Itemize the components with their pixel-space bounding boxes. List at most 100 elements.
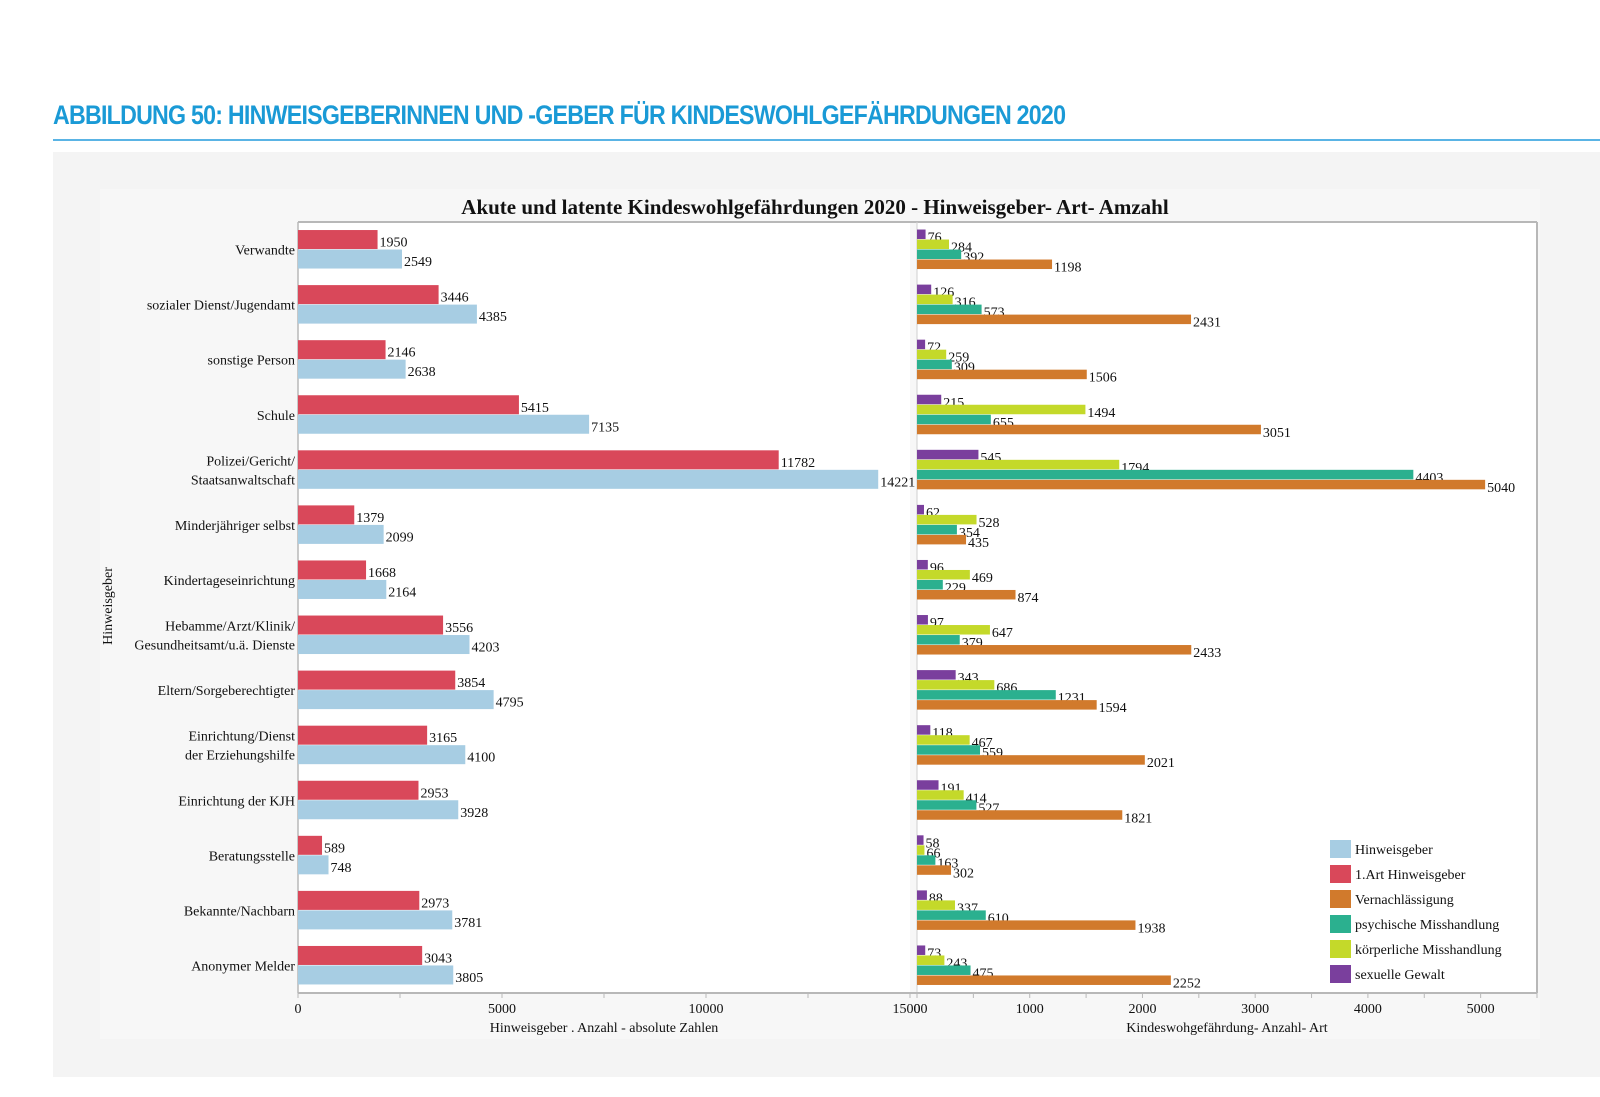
- category-label: Schule: [257, 409, 295, 424]
- bar: [917, 569, 970, 580]
- data-label: 3043: [424, 951, 452, 966]
- bar: [298, 340, 386, 360]
- bar: [298, 615, 444, 635]
- bar: [298, 965, 454, 985]
- category-label: sozialer Dienst/Jugendamt: [147, 299, 295, 314]
- bar: [917, 855, 936, 865]
- data-label: 5415: [521, 401, 549, 416]
- bar: [917, 414, 991, 425]
- data-label: 4385: [479, 310, 507, 325]
- bar: [298, 835, 323, 855]
- data-label: 4203: [471, 641, 499, 656]
- x-tick-label: 1000: [1016, 1002, 1044, 1017]
- bar: [917, 524, 957, 535]
- bar: [298, 690, 494, 710]
- data-label: 259: [948, 351, 969, 366]
- bar: [917, 504, 924, 515]
- data-label: 3165: [429, 731, 457, 746]
- legend-swatch: [1330, 865, 1351, 883]
- data-label: 1379: [356, 511, 384, 526]
- bar: [917, 294, 953, 305]
- bar: [917, 865, 952, 875]
- bar: [298, 560, 367, 580]
- x-tick-label: 3000: [1241, 1002, 1269, 1017]
- bar: [917, 589, 1016, 600]
- bar: [298, 910, 453, 930]
- data-label: 11782: [781, 456, 815, 471]
- bar: [917, 339, 926, 350]
- data-label: 1821: [1124, 811, 1152, 826]
- bar: [298, 285, 439, 305]
- chart-title: Akute und latente Kindeswohlgefährdungen…: [461, 195, 1169, 219]
- bar: [298, 505, 355, 525]
- legend-swatch: [1330, 940, 1351, 958]
- heading-rule: [53, 139, 1600, 141]
- y-axis-label: Hinweisgeber: [101, 567, 116, 645]
- bar: [917, 349, 947, 360]
- data-label: 1668: [368, 566, 396, 581]
- bar: [298, 725, 428, 745]
- x-tick-label: 10000: [689, 1002, 724, 1017]
- bar: [917, 239, 950, 250]
- legend-swatch: [1330, 890, 1351, 908]
- data-label: 1938: [1137, 921, 1165, 936]
- category-label: Kindertageseinrichtung: [164, 574, 295, 589]
- bar: [917, 459, 1120, 470]
- bar: [298, 780, 419, 800]
- bar: [917, 559, 928, 570]
- bar: [298, 579, 387, 599]
- category-label: Eltern/Sorgeberechtigter: [158, 684, 296, 699]
- bar: [917, 745, 981, 755]
- data-label: 2431: [1193, 316, 1221, 331]
- data-label: 2973: [421, 896, 449, 911]
- bar: [917, 404, 1086, 415]
- category-label: Hebamme/Arzt/Klinik/Gesundheitsamt/u.ä. …: [134, 620, 295, 654]
- x-axis-label: Kindeswohgefährdung- Anzahl- Art: [1126, 1021, 1328, 1036]
- data-label: 3556: [445, 621, 473, 636]
- x-axis-label: Hinweisgeber . Anzahl - absolute Zahlen: [490, 1021, 719, 1036]
- data-label: 589: [324, 841, 345, 856]
- bar: [298, 304, 477, 324]
- data-label: 1506: [1089, 371, 1117, 386]
- category-label: Beratungsstelle: [209, 849, 295, 864]
- data-label: 4100: [467, 751, 495, 766]
- bar: [917, 304, 982, 315]
- data-label: 874: [1018, 591, 1039, 606]
- data-label: 7135: [591, 420, 619, 435]
- bar: [917, 965, 971, 975]
- bar: [917, 625, 990, 635]
- data-label: 3051: [1263, 426, 1291, 441]
- category-label: Verwandte: [235, 244, 295, 259]
- data-label: 2099: [386, 530, 414, 545]
- bar: [917, 284, 932, 295]
- legend-swatch: [1330, 840, 1351, 858]
- data-label: 2953: [420, 786, 448, 801]
- data-label: 2146: [388, 346, 416, 361]
- bar: [917, 229, 926, 240]
- category-label: Minderjähriger selbst: [175, 519, 295, 534]
- data-label: 2433: [1193, 646, 1221, 661]
- bar: [917, 725, 931, 735]
- bar: [917, 790, 964, 800]
- bar: [917, 469, 1414, 480]
- data-label: 1494: [1087, 406, 1115, 421]
- bar: [917, 359, 952, 370]
- data-label: 2549: [404, 255, 432, 270]
- bar: [917, 955, 945, 965]
- bar: [298, 855, 329, 875]
- bar: [917, 920, 1136, 930]
- category-label: Bekannte/Nachbarn: [184, 904, 295, 919]
- legend-label: sexuelle Gewalt: [1355, 968, 1445, 983]
- x-tick-label: 15000: [893, 1002, 928, 1017]
- legend-label: Vernachlässigung: [1355, 893, 1454, 908]
- bar: [298, 469, 879, 489]
- x-tick-label: 4000: [1354, 1002, 1382, 1017]
- bar: [917, 755, 1145, 765]
- data-label: 2021: [1147, 756, 1175, 771]
- bar: [917, 579, 943, 590]
- bar: [917, 780, 939, 790]
- bar: [917, 635, 960, 645]
- bar: [917, 735, 970, 745]
- bar: [917, 314, 1192, 325]
